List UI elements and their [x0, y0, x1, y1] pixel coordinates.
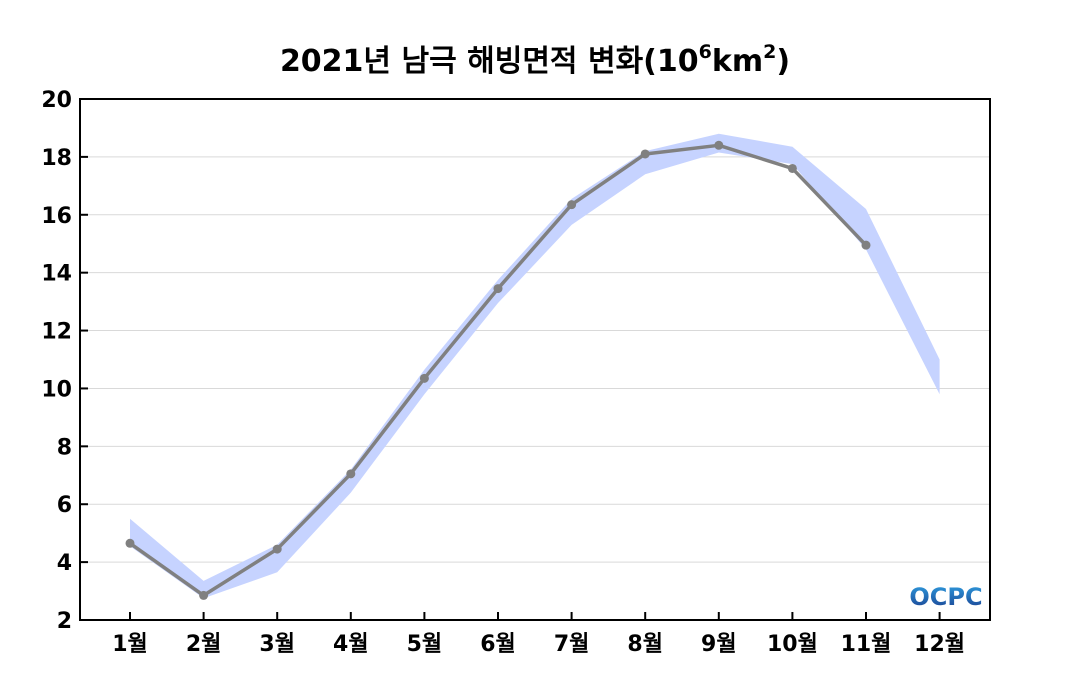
data-point — [640, 149, 650, 159]
x-tick-label: 6월 — [480, 632, 516, 657]
grid-lines — [80, 156, 990, 563]
y-tick-label: 20 — [41, 88, 72, 113]
x-tick-label: 11월 — [841, 632, 892, 657]
y-tick-label: 10 — [41, 377, 72, 402]
data-point — [125, 538, 135, 548]
data-point — [861, 240, 871, 250]
range-band-layer — [130, 133, 940, 599]
x-tick-label: 5월 — [407, 632, 443, 657]
y-tick-label: 2 — [57, 609, 72, 634]
range-band — [130, 133, 940, 599]
y-tick-label: 4 — [57, 551, 72, 576]
x-tick-label: 9월 — [701, 632, 737, 657]
data-point — [493, 284, 503, 294]
series-line-layer — [128, 143, 868, 598]
data-point — [272, 544, 282, 554]
data-point — [419, 373, 429, 383]
x-tick-label: 10월 — [767, 632, 818, 657]
data-point — [787, 163, 797, 173]
x-tick-label: 3월 — [259, 632, 295, 657]
y-tick-label: 14 — [41, 262, 72, 287]
y-tick-label: 8 — [57, 435, 72, 460]
x-tick-label: 2월 — [186, 632, 222, 657]
x-tick-label: 7월 — [554, 632, 590, 657]
x-tick-label: 4월 — [333, 632, 369, 657]
y-tick-label: 16 — [41, 204, 72, 229]
chart-title: 2021년 남극 해빙면적 변화(106km2) — [280, 41, 790, 79]
x-axis: 1월 2월 3월 4월 5월 6월 7월 8월 9월 10월 11월 12월 — [112, 612, 965, 657]
y-axis: 2 4 6 8 10 12 14 16 18 20 — [41, 88, 88, 634]
ocpc-logo-text: OCPC — [909, 583, 982, 611]
y-tick-label: 18 — [41, 146, 72, 171]
data-point — [567, 200, 577, 210]
data-point — [199, 590, 209, 600]
x-tick-label: 12월 — [914, 632, 965, 657]
y-tick-label: 12 — [41, 320, 72, 345]
x-tick-label: 1월 — [112, 632, 148, 657]
series-line — [128, 143, 868, 598]
series-points-layer — [125, 140, 871, 600]
x-tick-label: 8월 — [627, 632, 663, 657]
y-tick-label: 6 — [57, 493, 72, 518]
ocpc-logo: OCPC — [909, 583, 982, 611]
plot-area-frame — [79, 98, 991, 621]
data-point — [714, 140, 724, 150]
data-point — [346, 469, 356, 479]
